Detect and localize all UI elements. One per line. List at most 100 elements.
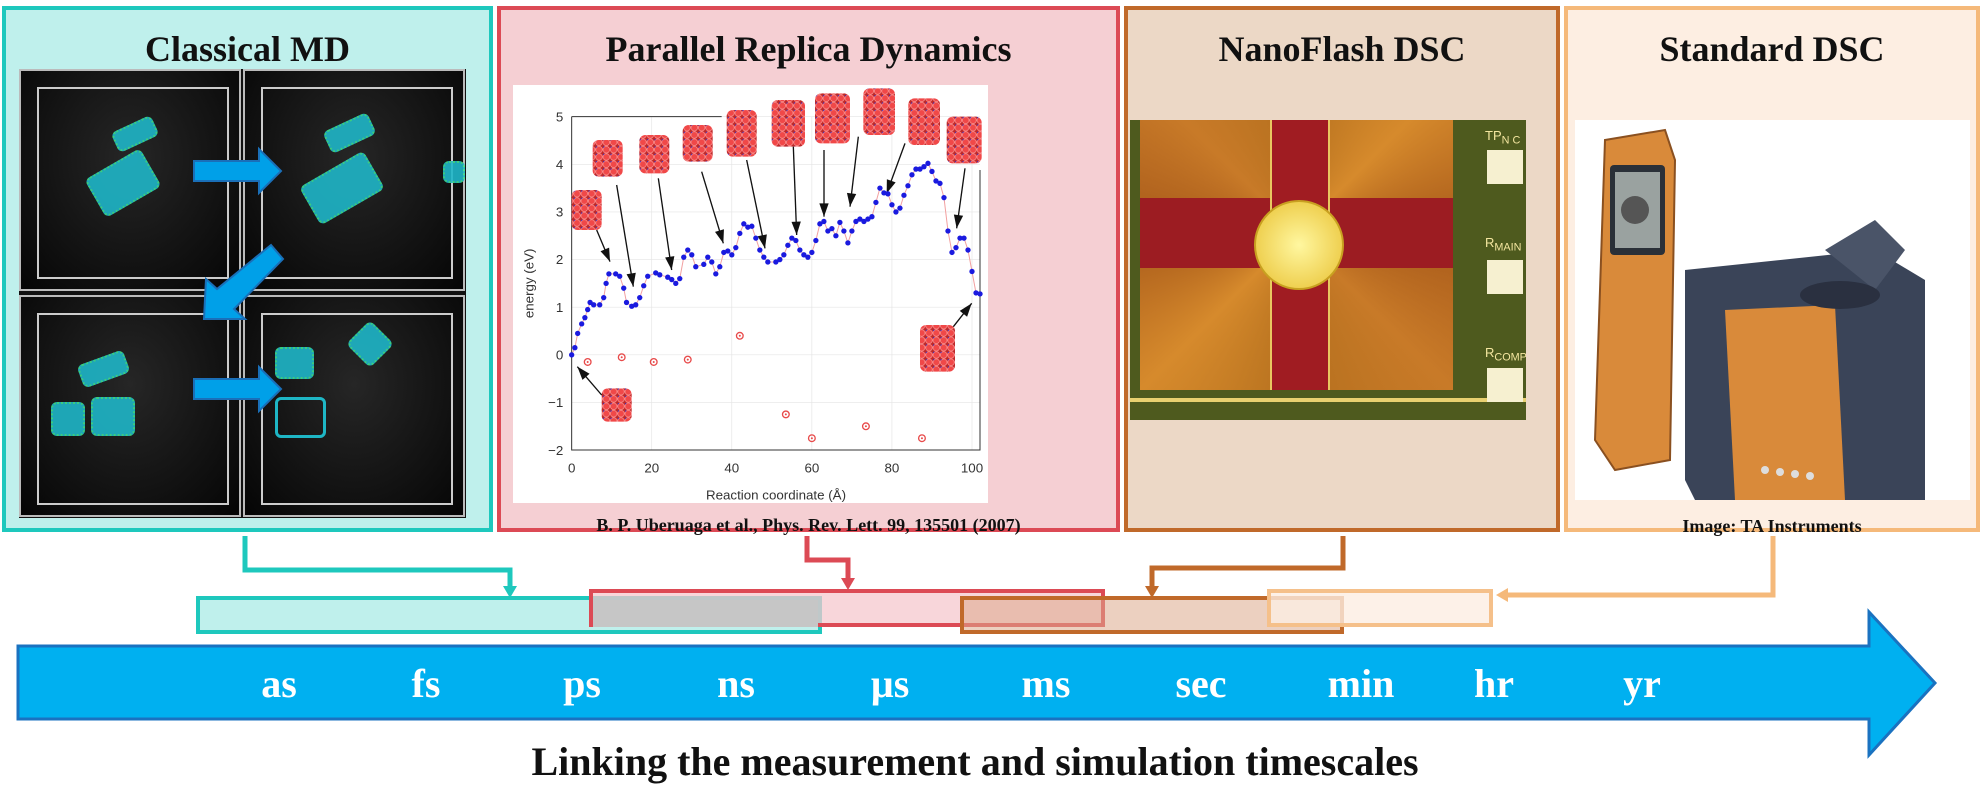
- energy-point: [709, 259, 715, 265]
- energy-point: [761, 254, 767, 260]
- timescale-label: sec: [1175, 661, 1227, 706]
- energy-point: [705, 254, 711, 260]
- timescale-label: ps: [563, 661, 601, 706]
- energy-point: [845, 240, 851, 246]
- arrowhead-icon: [503, 586, 517, 598]
- timescale-label: ms: [1021, 661, 1071, 706]
- energy-chart: 0 20 40 60 80 100 −2 −1 0 1 2 3 4 5 energy (eV) React…: [521, 88, 983, 502]
- energy-point: [877, 185, 883, 191]
- energy-point: [757, 247, 763, 253]
- chip-label-tp: TPN C: [1485, 128, 1521, 147]
- energy-point: [713, 271, 719, 277]
- energy-point: [901, 192, 907, 198]
- y-tick-label: 5: [556, 109, 563, 124]
- energy-point: [579, 321, 585, 327]
- classical-md-connector: [242, 536, 513, 588]
- y-tick-label: 0: [556, 348, 563, 363]
- energy-point: [572, 345, 578, 351]
- atom-cluster-image: [571, 190, 602, 230]
- pointer-arrow: [746, 159, 766, 249]
- minimum-point-center: [784, 413, 787, 416]
- energy-point: [913, 166, 919, 172]
- minimum-point: [649, 357, 658, 366]
- y-tick-label: 3: [556, 205, 563, 220]
- timescale-label: ns: [717, 661, 755, 706]
- y-tick-label: −2: [548, 443, 563, 458]
- energy-point: [905, 183, 911, 189]
- panel-title: Classical MD: [145, 29, 350, 69]
- energy-point: [869, 214, 875, 220]
- energy-point: [817, 221, 823, 227]
- minimum-point-center: [738, 334, 741, 337]
- atom-cluster-image: [815, 93, 850, 144]
- energy-point: [921, 164, 927, 170]
- energy-point: [701, 261, 707, 267]
- energy-point: [841, 228, 847, 234]
- chip-label-rcomp: RCOMP: [1485, 345, 1526, 364]
- timescale-label: µs: [870, 661, 910, 706]
- energy-point: [813, 237, 819, 244]
- minimum-point: [917, 434, 926, 443]
- energy-point: [949, 249, 955, 256]
- energy-point: [873, 199, 879, 206]
- y-axis-label: energy (eV): [521, 249, 536, 319]
- energy-point: [809, 249, 815, 256]
- energy-point: [789, 235, 795, 241]
- energy-point: [741, 221, 747, 227]
- pointer-arrow: [616, 184, 634, 287]
- energy-point: [603, 280, 609, 287]
- minimum-point: [617, 353, 626, 362]
- atom-cluster-image: [863, 88, 895, 135]
- minimum-point-center: [620, 356, 623, 359]
- arrowhead-icon: [953, 214, 964, 229]
- energy-point: [889, 202, 895, 208]
- panel-title: NanoFlash DSC: [1218, 29, 1466, 69]
- energy-point: [685, 247, 691, 253]
- energy-point: [805, 254, 811, 260]
- energy-point: [737, 230, 743, 237]
- atom-cluster-image: [920, 325, 955, 372]
- timescale-label: hr: [1474, 661, 1514, 706]
- energy-point: [617, 273, 623, 279]
- energy-point: [641, 283, 647, 289]
- minimum-point: [683, 355, 692, 364]
- energy-point: [909, 172, 915, 178]
- right-arrow-icon: [193, 364, 283, 414]
- arrowhead-icon: [1145, 586, 1159, 598]
- energy-point: [721, 249, 727, 256]
- pointer-arrow: [792, 146, 798, 236]
- arrowhead-icon: [600, 247, 610, 262]
- md-arrows: [193, 146, 285, 414]
- energy-point: [637, 295, 643, 301]
- energy-point: [945, 228, 951, 234]
- energy-point: [969, 268, 975, 275]
- md-snapshots-image: [19, 69, 466, 518]
- atom-cluster-image: [601, 388, 632, 422]
- energy-point: [633, 302, 639, 308]
- energy-point: [821, 218, 827, 225]
- x-tick-label: 80: [885, 461, 900, 476]
- parallel-replica-connector: [804, 536, 851, 580]
- energy-point: [569, 352, 575, 358]
- energy-point: [801, 252, 807, 258]
- atom-cluster-image: [771, 100, 805, 147]
- standard-dsc-connector: [1505, 536, 1776, 598]
- minimum-point-center: [810, 437, 813, 440]
- arrowhead-icon: [715, 229, 724, 244]
- minimum-point: [807, 434, 816, 443]
- arrowhead-icon: [841, 578, 855, 590]
- x-tick-label: 20: [644, 461, 659, 476]
- x-tick-label: 40: [724, 461, 739, 476]
- energy-point: [829, 225, 835, 232]
- energy-point: [606, 271, 612, 277]
- arrowhead-icon: [1496, 588, 1508, 602]
- energy-point: [749, 223, 755, 229]
- arrowhead-icon: [819, 203, 829, 217]
- energy-point: [673, 280, 679, 287]
- y-tick-label: −1: [548, 395, 563, 410]
- energy-point: [837, 219, 843, 226]
- energy-point: [717, 264, 723, 270]
- range-overlap: [593, 600, 818, 627]
